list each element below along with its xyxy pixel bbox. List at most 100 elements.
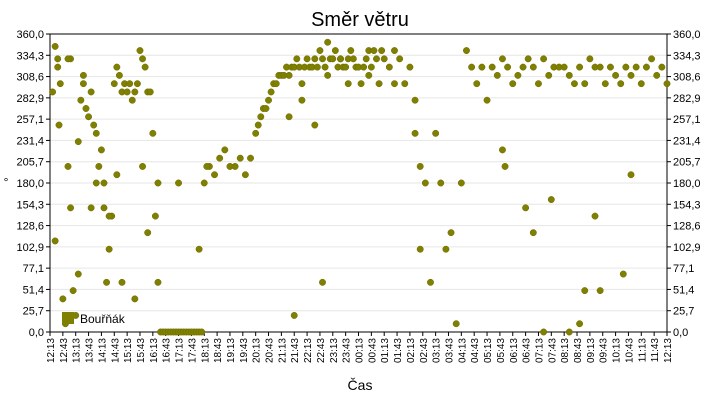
- data-point: [54, 55, 62, 63]
- data-point: [231, 162, 239, 170]
- data-point: [85, 113, 93, 121]
- data-point: [267, 88, 275, 96]
- data-point: [596, 287, 604, 295]
- data-point: [571, 80, 578, 88]
- data-point: [637, 80, 645, 88]
- x-tick-label: 23:13: [329, 338, 340, 363]
- data-point: [105, 212, 113, 220]
- data-point: [522, 204, 530, 212]
- data-point: [653, 71, 661, 79]
- y-tick-label: 128,6: [16, 221, 44, 233]
- data-point: [95, 162, 103, 170]
- x-tick-label: 06:13: [509, 338, 520, 363]
- x-tick-label: 11:13: [637, 338, 648, 363]
- x-tick-label: 19:43: [239, 338, 250, 363]
- data-point: [216, 154, 224, 162]
- data-point: [241, 171, 249, 179]
- y-tick-label-right: 77,1: [673, 263, 694, 275]
- data-point: [77, 96, 85, 104]
- data-point: [54, 63, 62, 71]
- data-point: [416, 162, 424, 170]
- data-point: [349, 55, 357, 63]
- data-point: [74, 270, 82, 278]
- data-point: [535, 80, 542, 88]
- x-tick-label: 20:43: [265, 338, 276, 363]
- data-point: [447, 229, 455, 237]
- data-point: [110, 80, 118, 88]
- data-point: [504, 63, 512, 71]
- data-point: [97, 146, 105, 154]
- y-tick-label-right: 51,4: [673, 284, 694, 296]
- data-point: [56, 80, 64, 88]
- data-point: [311, 55, 319, 63]
- data-point: [321, 63, 329, 71]
- data-point: [576, 320, 584, 328]
- data-point: [370, 47, 378, 55]
- x-tick-label: 08:13: [560, 338, 571, 363]
- data-point: [432, 129, 440, 137]
- data-point: [396, 55, 404, 63]
- data-point: [344, 80, 352, 88]
- x-tick-label: 06:43: [522, 338, 533, 363]
- data-point: [290, 311, 298, 319]
- data-point: [313, 63, 321, 71]
- x-tick-label: 12:43: [59, 338, 70, 363]
- data-point: [627, 71, 635, 79]
- data-point: [90, 121, 98, 129]
- data-point: [74, 138, 82, 146]
- data-point: [285, 113, 293, 121]
- x-axis-label: Čas: [348, 377, 373, 393]
- x-tick-label: 07:43: [547, 338, 558, 363]
- data-point: [69, 287, 77, 295]
- y-axis-label: °: [4, 175, 9, 189]
- x-tick-label: 03:43: [444, 338, 455, 363]
- x-axis: 12:13 12:43 13:13 13:43 14:13 14:43 15:13 15:43…: [46, 332, 674, 363]
- data-point: [509, 80, 517, 88]
- data-point: [133, 80, 141, 88]
- data-point: [545, 71, 553, 79]
- x-tick-label: 15:13: [123, 338, 134, 363]
- x-tick-label: 17:43: [187, 338, 198, 363]
- data-point: [254, 121, 262, 129]
- data-point: [365, 71, 373, 79]
- data-point: [92, 129, 100, 137]
- data-point: [265, 96, 272, 104]
- x-tick-label: 20:13: [252, 338, 263, 363]
- data-point: [146, 88, 154, 96]
- y-tick-label-right: 257,1: [673, 114, 701, 126]
- data-point: [375, 80, 383, 88]
- data-point: [442, 245, 450, 253]
- data-point: [617, 80, 625, 88]
- data-point: [391, 47, 398, 55]
- data-point: [499, 55, 506, 63]
- data-point: [298, 80, 306, 88]
- data-point: [342, 63, 350, 71]
- data-point: [82, 105, 90, 112]
- data-point: [401, 80, 409, 88]
- data-point: [103, 278, 111, 286]
- x-tick-label: 10:43: [624, 338, 635, 363]
- x-tick-label: 05:13: [483, 338, 494, 363]
- x-tick-label: 14:43: [110, 338, 121, 363]
- x-tick-label: 22:13: [303, 338, 314, 363]
- data-point: [606, 63, 614, 71]
- data-point: [658, 63, 666, 71]
- data-point: [51, 42, 59, 50]
- legend-label: Bouřňák: [80, 312, 126, 326]
- data-point: [203, 162, 211, 170]
- data-point: [324, 38, 332, 46]
- data-point: [131, 88, 139, 96]
- y-tick-label: 308,6: [16, 72, 44, 84]
- x-tick-label: 01:43: [393, 338, 404, 363]
- data-point: [123, 88, 131, 96]
- data-point: [565, 328, 573, 336]
- data-point: [79, 71, 87, 79]
- x-tick-label: 13:13: [72, 338, 83, 363]
- x-tick-label: 18:13: [200, 338, 211, 363]
- y-tick-label-right: 154,3: [673, 199, 701, 211]
- y-tick-label-right: 0,0: [673, 327, 688, 339]
- data-point: [357, 80, 365, 88]
- data-point: [622, 63, 630, 71]
- data-point: [560, 63, 568, 71]
